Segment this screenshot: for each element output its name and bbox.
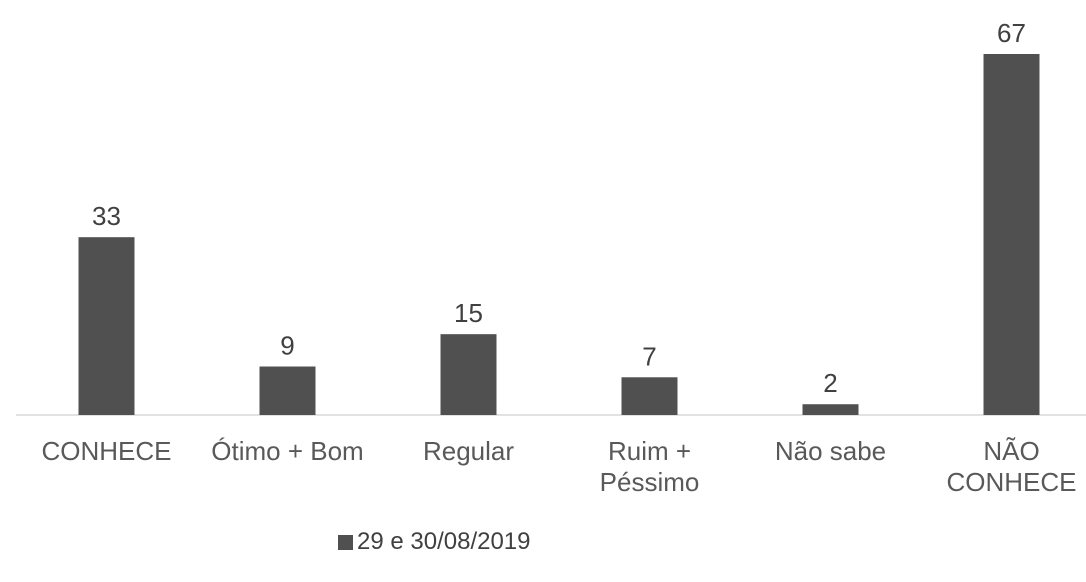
bar (983, 54, 1040, 415)
bar (440, 334, 497, 415)
data-label: 15 (454, 298, 483, 328)
bar (259, 366, 316, 415)
bar (78, 237, 135, 415)
x-tick-label: NÃO CONHECE (946, 436, 1077, 497)
x-tick-label: Não sabe (774, 436, 887, 466)
data-label: 2 (823, 368, 837, 398)
x-tick-label: Regular (422, 436, 515, 466)
data-label: 67 (997, 18, 1026, 48)
data-label: 7 (642, 341, 656, 371)
bar (621, 377, 678, 415)
legend-swatch (338, 534, 353, 550)
bar (802, 404, 859, 415)
x-tick-label: Ruim + Péssimo (599, 436, 700, 497)
legend: 29 e 30/08/2019 (338, 528, 531, 556)
data-label: 33 (92, 201, 121, 231)
legend-label: 29 e 30/08/2019 (357, 528, 531, 555)
x-tick-label: CONHECE (41, 436, 172, 466)
data-label: 9 (280, 331, 294, 361)
x-tick-label: Ótimo + Bom (211, 436, 364, 466)
